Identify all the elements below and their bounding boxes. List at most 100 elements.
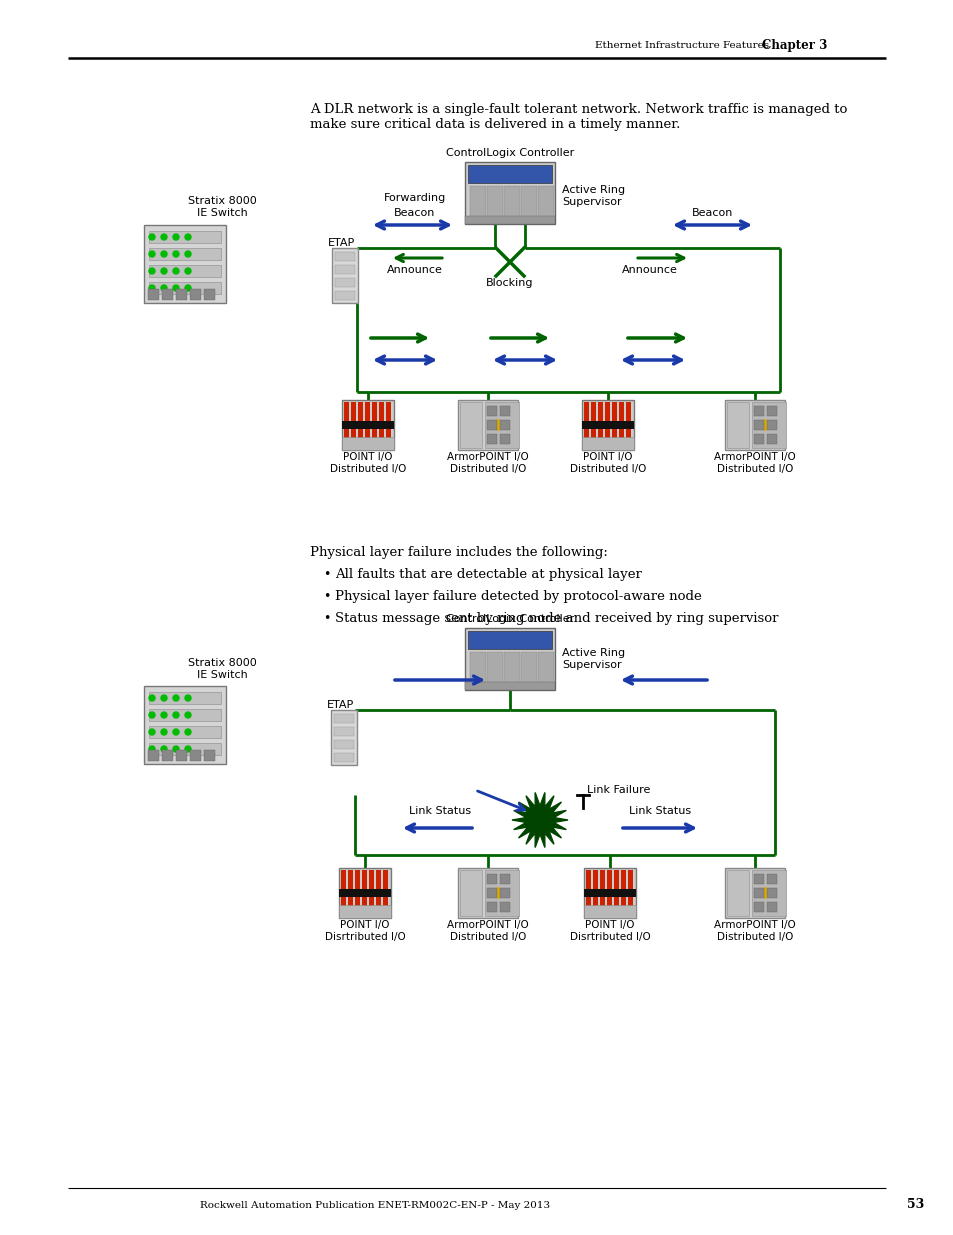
Bar [341,421,394,429]
Bar [726,869,748,916]
Bar [627,869,633,906]
Bar [144,685,226,764]
Bar [338,868,391,918]
Circle shape [172,285,179,291]
Bar [464,682,555,690]
Bar [486,433,497,445]
Circle shape [185,251,191,257]
Text: Physical layer failure includes the following:: Physical layer failure includes the foll… [310,546,607,559]
Bar [464,216,555,224]
Bar [486,888,497,898]
Text: ETAP: ETAP [327,700,354,710]
Bar [149,266,221,277]
Circle shape [185,695,191,701]
Bar [726,403,748,448]
Bar [149,282,221,294]
Bar [464,629,555,690]
Bar [369,869,374,906]
Bar [499,406,510,416]
Bar [335,291,355,300]
Circle shape [172,729,179,735]
Bar [382,869,388,906]
Bar [753,902,763,911]
Bar [486,874,497,884]
Circle shape [161,695,167,701]
Text: POINT I/O
Disrtributed I/O: POINT I/O Disrtributed I/O [324,920,405,941]
Bar [486,902,497,911]
Bar [499,888,510,898]
Circle shape [149,285,154,291]
Bar [583,905,636,918]
Bar [599,869,604,906]
Bar [162,750,172,761]
Text: Beacon: Beacon [692,207,733,219]
Bar [612,403,617,438]
Bar [457,868,517,918]
Circle shape [161,729,167,735]
Bar [753,433,763,445]
Circle shape [185,729,191,735]
Bar [581,400,634,450]
Text: Physical layer failure detected by protocol-aware node: Physical layer failure detected by proto… [335,590,701,603]
Text: ControlLogix Controller: ControlLogix Controller [445,148,574,158]
Bar [357,403,363,438]
Text: Status message sent by ring node and received by ring supervisor: Status message sent by ring node and rec… [335,613,778,625]
Bar [766,902,776,911]
Bar [144,225,226,303]
Bar [766,420,776,430]
Bar [590,403,596,438]
Bar [751,869,785,916]
Text: Active Ring
Supervisor: Active Ring Supervisor [561,648,624,669]
Bar [766,433,776,445]
Bar [341,400,394,450]
Bar [386,403,391,438]
Bar [149,692,221,704]
Bar [464,162,555,224]
Circle shape [493,888,502,898]
Circle shape [149,713,154,718]
Text: All faults that are detectable at physical layer: All faults that are detectable at physic… [335,568,641,580]
Circle shape [161,713,167,718]
Bar [503,186,519,220]
Circle shape [161,285,167,291]
Circle shape [185,713,191,718]
Bar [486,406,497,416]
Bar [583,889,636,897]
Circle shape [185,285,191,291]
Bar [204,750,214,761]
Bar [583,403,588,438]
Bar [470,652,485,685]
Text: ArmorPOINT I/O
Distributed I/O: ArmorPOINT I/O Distributed I/O [714,920,795,941]
Text: Announce: Announce [621,266,678,275]
Text: Stratix 8000
IE Switch: Stratix 8000 IE Switch [188,658,256,680]
Bar [335,266,355,274]
Text: Blocking: Blocking [486,278,533,288]
Circle shape [493,420,502,430]
Bar [499,433,510,445]
Bar [344,403,349,438]
Bar [457,400,517,450]
Circle shape [172,695,179,701]
Bar [499,874,510,884]
Bar [334,727,354,736]
Bar [334,714,354,722]
Text: Announce: Announce [387,266,442,275]
Bar [334,753,354,762]
Text: POINT I/O
Distributed I/O: POINT I/O Distributed I/O [330,452,406,473]
Bar [149,248,221,261]
Bar [459,869,481,916]
Bar [614,869,618,906]
Text: Chapter 3: Chapter 3 [761,38,826,52]
Circle shape [161,233,167,240]
Bar [537,186,554,220]
Bar [378,403,384,438]
Bar [724,868,784,918]
Text: ArmorPOINT I/O
Distributed I/O: ArmorPOINT I/O Distributed I/O [447,452,528,473]
Text: Link Status: Link Status [628,806,690,816]
Text: Link Status: Link Status [409,806,471,816]
Bar [486,420,497,430]
Bar [149,743,221,755]
Bar [468,631,552,650]
Bar [618,403,623,438]
Text: POINT I/O
Disrtributed I/O: POINT I/O Disrtributed I/O [569,920,650,941]
